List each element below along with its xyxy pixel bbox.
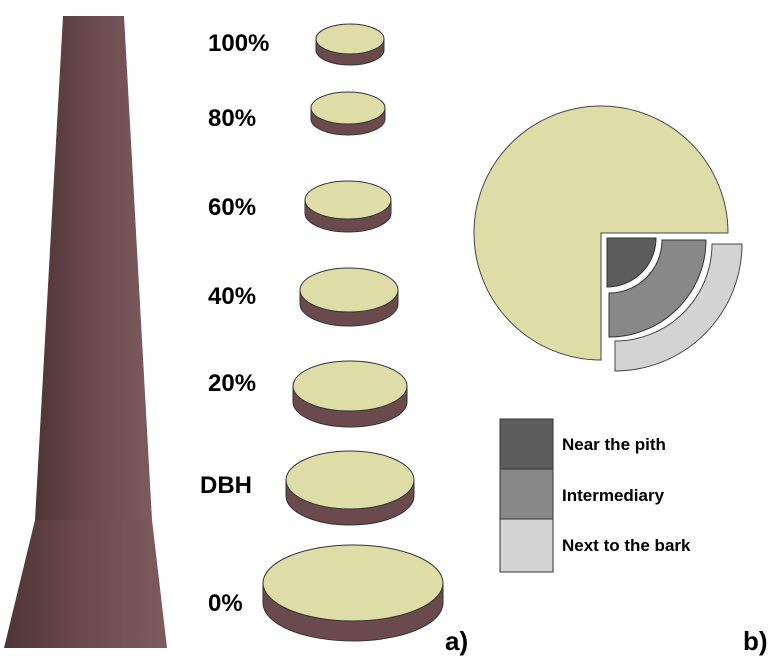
disc-20 bbox=[292, 360, 408, 428]
height-label-40: 40% bbox=[208, 283, 257, 310]
legend-label-next-to-bark: Next to the bark bbox=[562, 536, 691, 555]
legend-swatch-next-to-bark bbox=[499, 518, 554, 573]
zone-next-to-bark bbox=[614, 243, 743, 372]
disc-60 bbox=[304, 180, 392, 233]
disc-80 bbox=[310, 91, 386, 136]
height-label-80: 80% bbox=[208, 105, 257, 132]
height-label-20: 20% bbox=[208, 370, 257, 397]
height-label-60: 60% bbox=[208, 194, 257, 221]
height-label-dbh: DBH bbox=[200, 472, 252, 499]
legend-label-intermediary: Intermediary bbox=[562, 486, 665, 505]
legend bbox=[499, 418, 554, 573]
disc-0 bbox=[262, 544, 444, 642]
panel-label-a: a) bbox=[445, 626, 469, 656]
disc-dbh bbox=[285, 450, 415, 526]
cross-section bbox=[473, 105, 743, 372]
legend-swatch-near-pith bbox=[499, 418, 554, 470]
cross-section-wood bbox=[473, 105, 729, 361]
legend-swatch-intermediary bbox=[499, 468, 554, 520]
disc-100 bbox=[315, 23, 385, 66]
height-label-0: 0% bbox=[208, 590, 243, 617]
height-label-100: 100% bbox=[208, 30, 270, 57]
zone-intermediary bbox=[608, 239, 707, 338]
zone-near-pith bbox=[606, 237, 657, 288]
tree-stem bbox=[4, 16, 167, 648]
disc-40 bbox=[299, 267, 399, 327]
legend-label-near-pith: Near the pith bbox=[562, 435, 666, 454]
panel-label-b: b) bbox=[743, 626, 768, 656]
stem-base bbox=[4, 520, 167, 648]
stem-upper bbox=[35, 16, 152, 520]
